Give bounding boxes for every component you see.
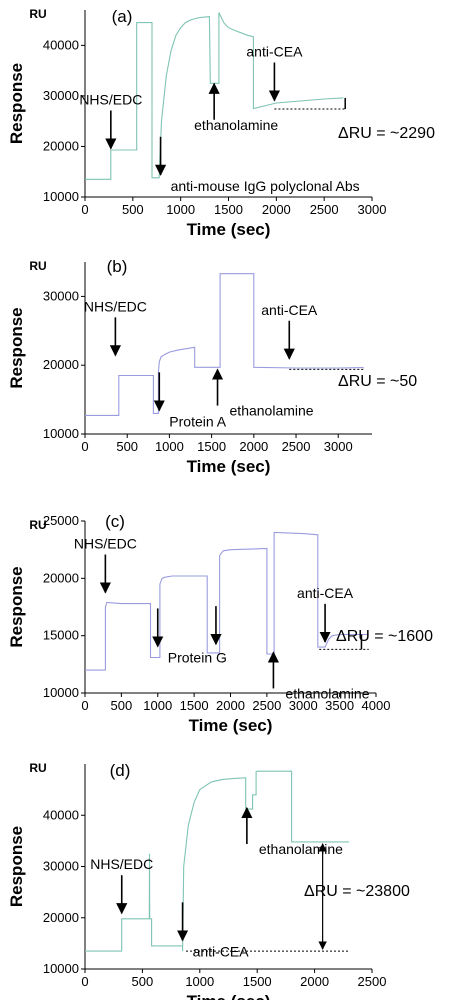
sensorgram-line — [85, 770, 349, 952]
y-tick-label: 20000 — [43, 357, 79, 372]
y-axis-title: Response — [7, 566, 26, 647]
x-tick-label: 3500 — [325, 698, 354, 713]
annotation-label: anti-CEA — [246, 44, 303, 60]
panel-label: (a) — [112, 7, 133, 26]
x-tick-label: 3000 — [358, 202, 387, 217]
x-tick-label: 4000 — [362, 698, 391, 713]
x-axis-title: Time (sec) — [187, 220, 271, 239]
x-tick-label: 2000 — [262, 202, 291, 217]
annotation-label: ethanolamine — [194, 117, 278, 133]
y-tick-label: 10000 — [43, 685, 79, 700]
y-axis-title: Response — [7, 63, 26, 144]
y-tick-label: 40000 — [43, 807, 79, 822]
y-tick-label: 10000 — [43, 189, 79, 204]
delta-ru-label: ΔRU = ~50 — [338, 373, 417, 390]
annotation-label: Protein A — [169, 413, 226, 429]
annotation-label: ethanolamine — [285, 685, 369, 701]
annotation-label: anti-CEA — [193, 943, 250, 959]
x-tick-label: 1500 — [197, 439, 226, 454]
x-tick-label: 1500 — [180, 698, 209, 713]
y-tick-label: 25000 — [43, 513, 79, 528]
x-tick-label: 1500 — [243, 974, 272, 989]
chart-panel-b: 0 500 1000 1500 2000 2500 3000 10000 20000 30000 T… — [7, 257, 417, 476]
annotation-label: anti-CEA — [261, 302, 318, 318]
annotation-label: anti-CEA — [297, 585, 354, 601]
x-tick-label: 2000 — [300, 974, 329, 989]
annotation-label: NHS/EDC — [84, 298, 147, 314]
annotation-label: NHS/EDC — [90, 856, 153, 872]
y-tick-label: 30000 — [43, 859, 79, 874]
y-tick-label: 30000 — [43, 88, 79, 103]
unit-label: RU — [29, 518, 46, 532]
annotation-label: ethanolamine — [259, 841, 343, 857]
annotation-label: Protein G — [168, 649, 227, 665]
sensorgram-line — [85, 12, 344, 180]
sensorgram-line — [85, 531, 369, 671]
x-tick-label: 3000 — [324, 439, 353, 454]
x-tick-label: 3000 — [289, 698, 318, 713]
panel-label: (c) — [105, 512, 125, 531]
x-tick-label: 500 — [122, 202, 144, 217]
delta-ru-label: ΔRU = ~23800 — [304, 883, 410, 900]
x-tick-label: 2500 — [252, 698, 281, 713]
y-tick-label: 10000 — [43, 961, 79, 976]
x-tick-label: 0 — [81, 974, 88, 989]
x-tick-label: 1000 — [143, 698, 172, 713]
y-axis-title: Response — [7, 307, 26, 388]
x-tick-label: 2500 — [282, 439, 311, 454]
panel-label: (b) — [107, 257, 128, 276]
unit-label: RU — [29, 761, 46, 775]
x-axis-title: Time (sec) — [187, 992, 271, 1000]
y-tick-label: 20000 — [43, 910, 79, 925]
delta-ru-label: ΔRU = ~1600 — [336, 628, 433, 645]
x-tick-label: 1000 — [185, 974, 214, 989]
x-tick-label: 2500 — [358, 974, 387, 989]
y-tick-label: 10000 — [43, 426, 79, 441]
x-tick-label: 1000 — [166, 202, 195, 217]
x-tick-label: 2000 — [216, 698, 245, 713]
x-tick-label: 500 — [132, 974, 154, 989]
x-tick-label: 500 — [111, 698, 133, 713]
y-tick-label: 15000 — [43, 628, 79, 643]
x-axis-title: Time (sec) — [187, 457, 271, 476]
panel-label: (d) — [110, 761, 131, 780]
x-axis-title: Time (sec) — [189, 716, 273, 735]
y-tick-label: 30000 — [43, 288, 79, 303]
y-tick-label: 20000 — [43, 570, 79, 585]
annotation-label: anti-mouse IgG polyclonal Abs — [171, 178, 360, 194]
unit-label: RU — [29, 259, 46, 273]
sensorgram-line — [85, 273, 364, 416]
annotation-label: NHS/EDC — [79, 92, 142, 108]
y-tick-label: 20000 — [43, 138, 79, 153]
x-tick-label: 500 — [116, 439, 138, 454]
x-tick-label: 0 — [81, 439, 88, 454]
x-tick-label: 0 — [81, 202, 88, 217]
x-tick-label: 2500 — [310, 202, 339, 217]
annotation-label: ethanolamine — [230, 403, 314, 419]
delta-ru-label: ΔRU = ~2290 — [338, 125, 435, 142]
y-axis-title: Response — [7, 826, 26, 907]
y-tick-label: 40000 — [43, 37, 79, 52]
annotation-label: NHS/EDC — [74, 536, 137, 552]
chart-panel-c: 0 500 1000 1500 2000 2500 3000 3500 4000 10000 150… — [7, 512, 433, 735]
chart-panel-a: 0 500 1000 1500 2000 2500 3000 10000 20000 30000 4… — [7, 7, 435, 239]
x-tick-label: 1500 — [214, 202, 243, 217]
x-tick-label: 0 — [81, 698, 88, 713]
unit-label: RU — [29, 7, 46, 21]
x-tick-label: 1000 — [155, 439, 184, 454]
x-tick-label: 2000 — [239, 439, 268, 454]
chart-panel-d: 0 500 1000 1500 2000 2500 10000 20000 30000 40000… — [7, 761, 410, 1000]
